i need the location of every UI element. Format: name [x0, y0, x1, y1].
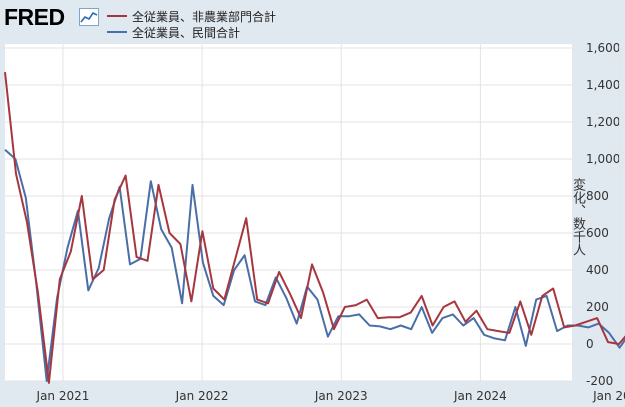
x-tick-label: Jan 2022	[175, 389, 229, 403]
x-tick-label: Jan 2024	[453, 389, 507, 403]
y-tick-label: 1,200	[586, 115, 620, 129]
y-tick-label: 1,600	[586, 41, 620, 55]
y-tick-label: 1,000	[586, 152, 620, 166]
chart-legend: 全従業員、非農業部門合計 全従業員、民間合計	[107, 8, 276, 40]
series-line-total-private	[4, 149, 625, 382]
y-tick-label: 800	[586, 189, 609, 203]
plot-area	[5, 44, 572, 381]
legend-item-total-private: 全従業員、民間合計	[107, 24, 276, 40]
series-line-total-nonfarm	[4, 71, 625, 384]
y-tick-label: -200	[586, 374, 613, 388]
x-tick-label: Jan 2021	[36, 389, 90, 403]
legend-swatch-total-private	[107, 31, 127, 33]
legend-label-total-nonfarm: 全従業員、非農業部門合計	[132, 9, 277, 24]
y-tick-label: 600	[586, 226, 609, 240]
y-tick-label: 0	[586, 337, 594, 351]
chart-header: FRED 全従業員、非農業部門合計 全従業員、民間合計	[0, 0, 625, 46]
legend-label-total-private: 全従業員、民間合計	[132, 25, 241, 40]
x-tick-label: Jan 2023	[314, 389, 368, 403]
legend-item-total-nonfarm: 全従業員、非農業部門合計	[107, 8, 276, 24]
line-chart-icon	[79, 8, 99, 26]
x-tick-label: Jan 2025	[592, 389, 625, 403]
y-axis-title: 変化、数千人	[570, 178, 585, 256]
legend-swatch-total-nonfarm	[107, 15, 127, 17]
y-tick-label: 1,400	[586, 78, 620, 92]
y-tick-label: 200	[586, 300, 609, 314]
y-tick-label: 400	[586, 263, 609, 277]
fred-logo: FRED	[4, 4, 65, 30]
